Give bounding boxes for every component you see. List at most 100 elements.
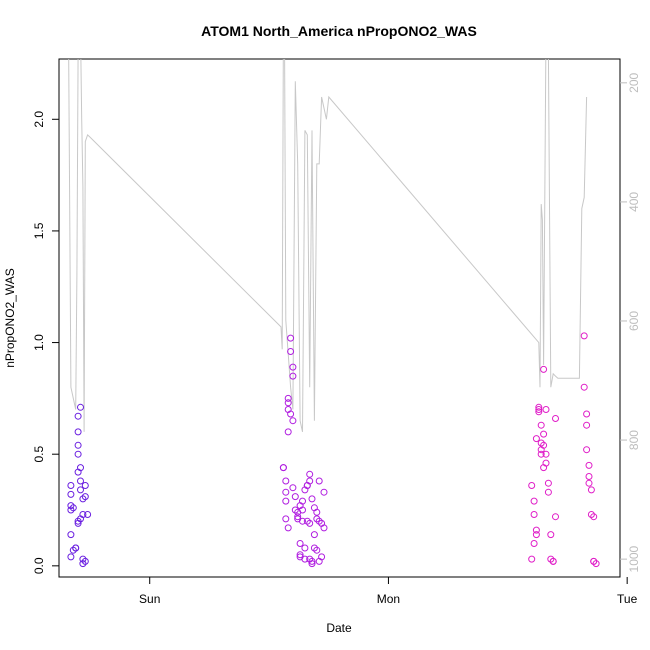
data-point [532, 435, 540, 443]
data-point [303, 517, 311, 525]
data-point [528, 482, 536, 489]
data-point [81, 557, 89, 565]
data-point [287, 334, 295, 342]
data-point [284, 428, 292, 436]
data-point [79, 555, 87, 563]
data-point [301, 544, 309, 552]
data-point [583, 410, 591, 418]
data-point [77, 477, 84, 485]
y-axis-right: 200 400 600 800 1000 [620, 72, 641, 572]
data-point [77, 486, 84, 494]
plot-frame [58, 58, 621, 578]
data-point [590, 557, 598, 565]
data-point [535, 403, 543, 411]
data-point [299, 497, 306, 505]
data-point [74, 450, 82, 458]
data-point [528, 555, 536, 563]
data-point [299, 517, 306, 525]
data-point [313, 515, 321, 523]
y-right-tick-label: 200 [627, 72, 641, 92]
data-point [544, 488, 552, 496]
y-right-tick-label: 600 [627, 311, 641, 331]
data-point [540, 365, 548, 373]
data-point [552, 415, 559, 422]
data-point [313, 546, 321, 554]
data-point [587, 511, 595, 518]
data-point [306, 519, 314, 527]
data-point [306, 477, 314, 485]
data-point [585, 473, 593, 480]
x-axis: Sun Mon Tue [139, 577, 638, 606]
data-point [585, 479, 593, 487]
data-point [530, 540, 538, 547]
data-point [72, 544, 80, 552]
data-point [320, 524, 328, 532]
data-point [291, 506, 299, 514]
y-tick-label: 2.0 [32, 111, 46, 128]
data-point [306, 470, 314, 478]
data-point [318, 553, 326, 561]
data-point [289, 372, 297, 380]
data-point [547, 555, 555, 563]
data-point [532, 526, 540, 534]
x-tick-label: Mon [377, 592, 400, 606]
data-point [289, 484, 297, 492]
y-tick-label: 1.0 [32, 334, 46, 351]
data-point [308, 557, 316, 565]
data-point [74, 441, 82, 449]
data-point [282, 488, 290, 496]
x-axis-label: Date [326, 621, 352, 635]
data-point [592, 560, 600, 568]
data-point [549, 557, 557, 565]
data-point [310, 544, 318, 552]
data-point [279, 464, 287, 472]
y-tick-label: 0.0 [32, 557, 46, 574]
data-point [67, 506, 75, 514]
data-point [580, 332, 588, 340]
data-point [313, 508, 321, 516]
data-point [532, 531, 540, 539]
data-point [583, 446, 591, 454]
data-point [544, 479, 552, 487]
line-layer [68, 59, 588, 433]
data-point [77, 464, 84, 472]
data-point [67, 553, 75, 561]
data-point [315, 517, 323, 525]
data-point [296, 551, 304, 559]
x-tick-label: Tue [617, 592, 638, 606]
data-point [289, 363, 297, 371]
data-point [540, 430, 548, 438]
data-point [315, 477, 323, 485]
data-point [291, 493, 299, 501]
data-point [552, 513, 559, 521]
data-point [535, 406, 543, 413]
data-point [289, 417, 297, 425]
data-point [67, 502, 75, 510]
data-point [284, 394, 292, 402]
data-point [67, 482, 75, 489]
data-point [537, 421, 545, 429]
y-tick-label: 0.5 [32, 446, 46, 463]
data-point [74, 428, 82, 436]
data-point [583, 421, 591, 429]
data-point [282, 497, 290, 505]
data-point [79, 560, 87, 568]
data-point [547, 531, 555, 539]
y-axis-label: nPropONO2_WAS [3, 268, 17, 368]
data-point [84, 511, 92, 518]
data-point [294, 513, 302, 521]
points-layer [67, 332, 600, 568]
data-point [535, 408, 543, 416]
y-tick-label: 1.5 [32, 222, 46, 239]
data-point [282, 477, 290, 485]
data-point [540, 441, 548, 449]
data-point [74, 412, 82, 420]
x-tick-label: Sun [139, 592, 160, 606]
data-point [308, 560, 316, 568]
y-right-tick-label: 800 [627, 430, 641, 450]
data-point [284, 399, 292, 407]
series-line [68, 59, 588, 433]
data-point [287, 410, 295, 418]
data-point [320, 488, 328, 496]
